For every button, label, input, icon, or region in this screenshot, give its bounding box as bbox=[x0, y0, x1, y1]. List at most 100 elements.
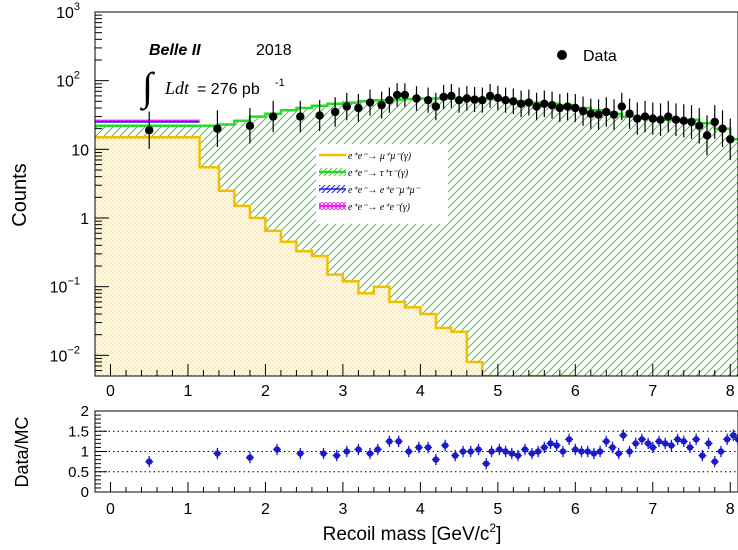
ratio-point bbox=[319, 447, 328, 460]
ratio-point bbox=[734, 433, 738, 446]
experiment-label: Belle II bbox=[149, 42, 201, 59]
legend-mumu-label: e⁺e⁻→ μ⁺μ⁻(γ) bbox=[348, 151, 412, 162]
ratio-y-tick-label: 2 bbox=[81, 403, 89, 420]
ratio-point bbox=[441, 439, 450, 452]
ratio-point bbox=[571, 443, 580, 456]
ratio-y-tick-label: 1 bbox=[81, 444, 89, 461]
data-point bbox=[365, 89, 375, 116]
legend-entry-mumu: e⁺e⁻→ μ⁺μ⁻(γ) bbox=[319, 151, 412, 162]
data-point bbox=[516, 90, 526, 118]
ratio-point bbox=[716, 445, 725, 458]
ratio-point bbox=[729, 429, 738, 441]
ratio-point bbox=[487, 445, 496, 458]
data-point bbox=[578, 96, 588, 126]
data-point bbox=[524, 89, 534, 116]
data-point bbox=[702, 115, 712, 156]
legend-data-label: Data bbox=[583, 48, 617, 65]
ratio-point bbox=[507, 447, 516, 460]
ratio-y-tick-label: 1.5 bbox=[68, 423, 89, 440]
ratio-point bbox=[366, 447, 375, 460]
data-point bbox=[315, 100, 324, 132]
ratio-point bbox=[534, 445, 543, 458]
x-tick-label: 3 bbox=[338, 383, 347, 400]
ratio-x-tick-label: 5 bbox=[493, 501, 502, 518]
ratio-point bbox=[501, 445, 510, 458]
ratio-point bbox=[354, 443, 363, 456]
ratio-point bbox=[583, 445, 592, 458]
legend-tautau-label: e⁺e⁻→ τ⁺τ⁻(γ) bbox=[348, 168, 409, 179]
data-point bbox=[478, 87, 487, 113]
ratio-point bbox=[342, 445, 351, 458]
data-point bbox=[462, 86, 472, 111]
ratio-point bbox=[596, 445, 605, 458]
data-point bbox=[145, 111, 154, 149]
ratio-y-label: Data/MC bbox=[12, 416, 32, 487]
data-points-group bbox=[145, 83, 735, 161]
data-point bbox=[664, 100, 673, 133]
data-point bbox=[431, 92, 441, 121]
ratio-point bbox=[482, 457, 491, 470]
ratio-point bbox=[431, 453, 440, 466]
data-point bbox=[509, 88, 518, 115]
ratio-x-tick-label: 0 bbox=[106, 501, 115, 518]
mumu-outline bbox=[95, 135, 577, 376]
x-tick-label: 0 bbox=[106, 383, 115, 400]
top-x-ticks: 0 1 2 3 4 5 6 7 8 bbox=[94, 364, 735, 400]
legend-entry-tautau: e⁺e⁻→ τ⁺τ⁻(γ) bbox=[319, 168, 409, 179]
year-label: 2018 bbox=[256, 42, 292, 59]
lumi-ldt: Ldt bbox=[164, 78, 190, 98]
ratio-point bbox=[451, 449, 460, 462]
ratio-point bbox=[654, 435, 663, 448]
data-point bbox=[633, 102, 642, 135]
ratio-point bbox=[213, 447, 222, 460]
data-point bbox=[625, 98, 634, 129]
x-tick-label: 1 bbox=[184, 383, 193, 400]
data-point bbox=[447, 84, 456, 108]
ratio-point bbox=[679, 435, 688, 448]
data-point bbox=[485, 84, 495, 108]
data-point bbox=[385, 87, 394, 113]
top-y-label: Counts bbox=[9, 163, 31, 226]
x-tick-label: 7 bbox=[648, 383, 657, 400]
data-point bbox=[710, 105, 719, 139]
data-point bbox=[493, 85, 503, 111]
ratio-point bbox=[698, 449, 707, 462]
y-tick-label: 10−1 bbox=[50, 276, 80, 297]
data-point bbox=[726, 118, 735, 161]
ratio-point bbox=[540, 441, 549, 454]
legend-eegamma-label: e⁺e⁻→ e⁺e⁻(γ) bbox=[348, 202, 411, 213]
y-tick-label: 103 bbox=[56, 1, 80, 22]
ratio-point bbox=[474, 443, 483, 456]
y-tick-label: 10 bbox=[71, 142, 89, 159]
ratio-point bbox=[145, 455, 154, 468]
data-point bbox=[392, 83, 402, 107]
data-point bbox=[648, 102, 657, 135]
ratio-x-tick-label: 6 bbox=[571, 501, 580, 518]
x-tick-label: 8 bbox=[726, 383, 735, 400]
ratio-point bbox=[710, 455, 719, 468]
lumi-integral: ∫ bbox=[139, 64, 156, 111]
ratio-point bbox=[520, 443, 529, 456]
data-point bbox=[571, 93, 580, 123]
data-point bbox=[679, 104, 688, 138]
legend-eemumu-label: e⁺e⁻→ e⁺e⁻μ⁺μ⁻ bbox=[348, 185, 421, 196]
data-point bbox=[412, 86, 421, 111]
y-tick-label: 10−2 bbox=[50, 344, 80, 365]
legend-entry-eemumu: e⁺e⁻→ e⁺e⁻μ⁺μ⁻ bbox=[319, 185, 421, 196]
data-point bbox=[602, 97, 611, 127]
data-point bbox=[594, 99, 603, 130]
data-point bbox=[296, 100, 305, 133]
ratio-point bbox=[644, 437, 653, 450]
y-tick-label: 1 bbox=[80, 211, 89, 228]
top-frame bbox=[94, 11, 738, 377]
ratio-y-tick-label: 0.5 bbox=[68, 464, 89, 481]
ratio-point bbox=[527, 447, 536, 460]
ratio-x-tick-label: 4 bbox=[416, 501, 425, 518]
ratio-point bbox=[385, 435, 394, 448]
data-point bbox=[617, 92, 626, 121]
ratio-point bbox=[608, 441, 617, 454]
